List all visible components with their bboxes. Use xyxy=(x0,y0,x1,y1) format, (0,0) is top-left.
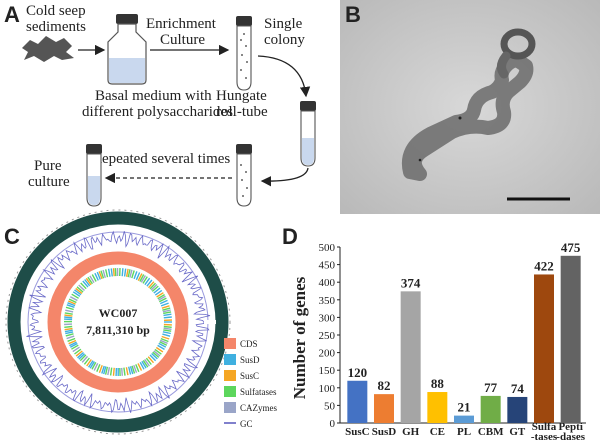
bar-value-label: 422 xyxy=(534,258,554,273)
gc-trace xyxy=(26,230,211,414)
legend-swatch xyxy=(224,354,236,365)
panel-c: C WC007 7,811,310 bp CDS SusD SusC Sulfatas… xyxy=(4,209,277,435)
category-label: CE xyxy=(430,426,445,438)
bar-value-label: 120 xyxy=(348,365,368,380)
feature-ring xyxy=(64,267,173,377)
panel-b-letter: B xyxy=(345,2,361,27)
bar-value-label: 374 xyxy=(401,275,421,290)
bar xyxy=(454,415,474,423)
y-tick-label: 500 xyxy=(319,242,336,254)
genome-map: WC007 7,811,310 bp xyxy=(5,209,231,435)
single-colony-label-line2: colony xyxy=(264,32,305,48)
pure-culture-tube-icon xyxy=(86,144,102,207)
category-label: -tases xyxy=(531,431,558,443)
legend-swatch xyxy=(224,386,236,397)
bar xyxy=(374,394,394,423)
arrow-to-liquid-tube xyxy=(257,55,311,98)
scale-ring xyxy=(5,209,231,435)
legend-label: GC xyxy=(240,419,253,429)
y-tick-label: 450 xyxy=(319,260,336,272)
panel-d-letter: D xyxy=(282,224,298,249)
category-label: Pepti xyxy=(558,421,582,433)
y-tick-label: 50 xyxy=(324,400,336,412)
hungate-label-line1: Hungate xyxy=(216,88,267,104)
bar-chart: 0 50 100 150 200 250 300 350 400 450 500 120 SusC 82 S… xyxy=(319,240,586,443)
category-label: Sulfa xyxy=(532,421,557,433)
panel-c-letter: C xyxy=(4,224,20,249)
bar-value-label: 88 xyxy=(431,376,445,391)
y-axis-label: Number of genes xyxy=(290,276,309,399)
basal-medium-label-line1: Basal medium with xyxy=(95,88,212,104)
genome-center xyxy=(78,282,158,362)
bar-value-label: 74 xyxy=(511,381,525,396)
enrichment-label-line1: Enrichment xyxy=(146,16,217,32)
bar-value-label: 77 xyxy=(484,380,498,395)
y-tick-label: 400 xyxy=(319,277,336,289)
panel-d: D Number of genes 0 50 100 150 200 250 300 350 4… xyxy=(282,224,586,443)
repeated-label: Repeated several times xyxy=(92,151,230,167)
y-tick-label: 200 xyxy=(319,348,336,360)
category-label: GT xyxy=(509,426,526,438)
category-label: CBM xyxy=(478,426,504,438)
legend-label: Sulfatases xyxy=(240,387,277,397)
liquid-tube-icon xyxy=(300,101,316,167)
outer-contig-ring xyxy=(7,211,229,433)
bacterium-coil xyxy=(500,28,536,60)
y-tick-label: 250 xyxy=(319,330,336,342)
bar xyxy=(400,291,421,423)
bar xyxy=(560,255,581,423)
y-tick-label: 150 xyxy=(319,365,336,377)
legend-label: SusC xyxy=(240,371,259,381)
category-label: GH xyxy=(402,426,420,438)
y-tick-label: 0 xyxy=(330,418,336,430)
genome-gap xyxy=(204,320,216,324)
legend-label: SusD xyxy=(240,355,260,365)
bar xyxy=(347,380,368,423)
category-label: SusC xyxy=(345,426,370,438)
panel-a-letter: A xyxy=(4,2,20,27)
category-label: SusD xyxy=(372,426,397,438)
bar-value-label: 475 xyxy=(561,240,581,255)
hungate-tube-icon xyxy=(236,16,252,91)
bar-value-label: 82 xyxy=(378,378,391,393)
arrow-to-repeat-tube xyxy=(260,167,309,187)
panel-b: B xyxy=(340,0,600,214)
bar xyxy=(507,396,528,423)
genome-legend: CDS SusD SusC Sulfatases CAZymes GC xyxy=(224,338,277,429)
basal-medium-label-line2: different polysaccharides xyxy=(82,104,233,120)
repeat-tube-icon xyxy=(236,144,252,207)
legend-swatch xyxy=(224,338,236,349)
bar xyxy=(480,395,501,423)
legend-swatch xyxy=(224,370,236,381)
panel-a: A Cold seep sediments Enrichment Culture… xyxy=(4,2,316,207)
pure-culture-label-line1: Pure xyxy=(34,158,62,174)
y-tick-label: 300 xyxy=(319,312,336,324)
bacterium-neck xyxy=(496,51,511,79)
category-label: -dases xyxy=(556,431,585,443)
single-colony-label-line1: Single xyxy=(264,16,303,32)
bar xyxy=(534,274,554,423)
bar xyxy=(427,392,448,423)
genome-size: 7,811,310 bp xyxy=(86,323,150,337)
y-tick-label: 100 xyxy=(319,383,336,395)
bar-value-label: 21 xyxy=(458,400,471,415)
legend-label: CAZymes xyxy=(240,403,277,413)
legend-label: CDS xyxy=(240,339,258,349)
sediment-label-line1: Cold seep xyxy=(26,3,86,19)
y-tick-label: 350 xyxy=(319,295,336,307)
hungate-label-line2: roll-tube xyxy=(216,104,268,120)
enrichment-label-line2: Culture xyxy=(160,32,205,48)
legend-swatch xyxy=(224,402,236,413)
sediment-label-line2: sediments xyxy=(26,19,86,35)
medium-bottle-icon xyxy=(107,14,147,85)
pure-culture-label-line2: culture xyxy=(28,174,70,190)
category-label: PL xyxy=(457,426,471,438)
bacterium-cell xyxy=(402,53,534,181)
sediment-rock-icon xyxy=(22,36,74,62)
genome-name: WC007 xyxy=(99,306,138,320)
cds-ring xyxy=(47,251,189,393)
